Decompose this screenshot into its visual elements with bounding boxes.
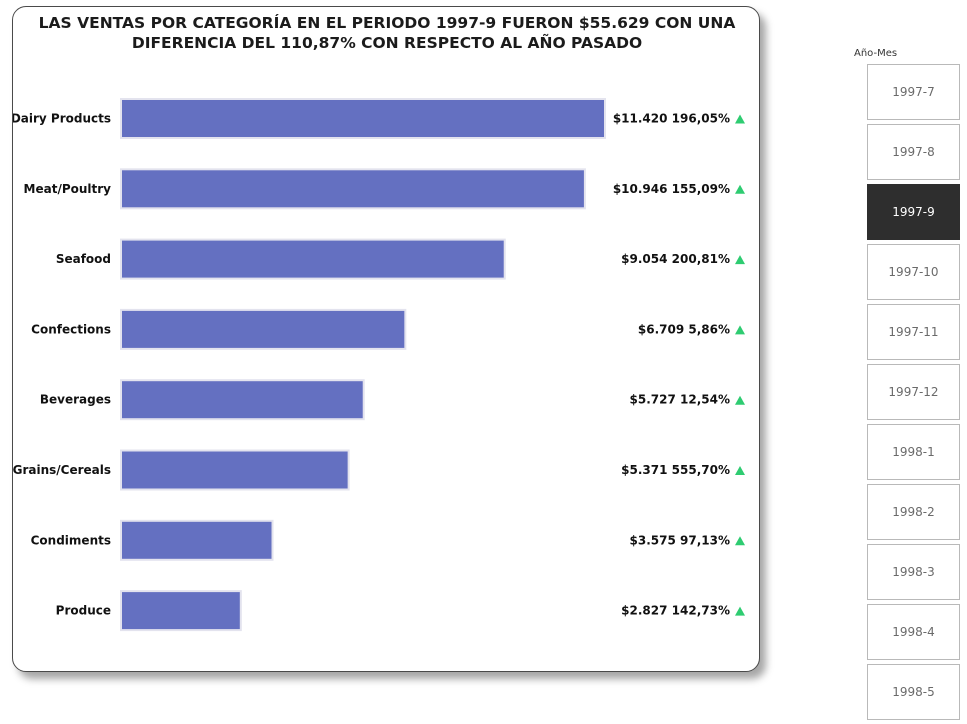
slicer-item[interactable]: 1997-9 xyxy=(867,184,960,240)
slicer-item[interactable]: 1998-5 xyxy=(867,664,960,720)
value-label: $5.727 12,54% xyxy=(630,393,730,407)
up-triangle-icon xyxy=(735,395,745,405)
up-triangle-icon xyxy=(735,114,745,124)
category-label: Produce xyxy=(56,604,111,618)
category-label: Seafood xyxy=(56,252,111,266)
up-triangle-icon xyxy=(735,466,745,475)
slicer-item[interactable]: 1998-1 xyxy=(867,424,960,480)
category-label: Grains/Cereals xyxy=(13,463,111,477)
value-label: $11.420 196,05% xyxy=(613,112,730,126)
slicer-item[interactable]: 1997-11 xyxy=(867,304,960,360)
up-triangle-icon xyxy=(735,606,745,616)
bar[interactable] xyxy=(120,308,407,350)
slicer-item[interactable]: 1998-3 xyxy=(867,544,960,600)
slicer-item[interactable]: 1997-8 xyxy=(867,124,960,180)
category-label: Dairy Products xyxy=(13,112,111,126)
up-triangle-icon xyxy=(735,255,745,265)
bar[interactable] xyxy=(120,590,242,632)
up-triangle-icon xyxy=(735,184,745,194)
category-label: Condiments xyxy=(31,533,111,547)
value-label: $5.371 555,70% xyxy=(621,463,730,477)
bar-chart: Dairy Products $11.420 196,05% Meat/Poultr… xyxy=(13,98,745,632)
slicer-item[interactable]: 1997-12 xyxy=(867,364,960,420)
value-label: $10.946 155,09% xyxy=(613,182,730,196)
category-label: Meat/Poultry xyxy=(24,182,112,196)
slicer-item[interactable]: 1997-10 xyxy=(867,244,960,300)
year-month-slicer: 1997-7 1997-8 1997-9 1997-10 1997-11 1997-12 1… xyxy=(867,64,960,724)
chart-card: LAS VENTAS POR CATEGORÍA EN EL PERIODO 1… xyxy=(12,6,760,672)
bar[interactable] xyxy=(120,379,365,421)
category-label: Confections xyxy=(31,322,111,336)
bar[interactable] xyxy=(120,98,606,139)
slicer-item[interactable]: 1997-7 xyxy=(867,64,960,120)
slicer-item[interactable]: 1998-2 xyxy=(867,484,960,540)
bar[interactable] xyxy=(120,519,274,561)
bar[interactable] xyxy=(120,238,506,280)
bar[interactable] xyxy=(120,168,586,210)
value-label: $9.054 200,81% xyxy=(621,252,730,266)
up-triangle-icon xyxy=(735,325,745,335)
slicer-title: Año-Mes xyxy=(854,48,898,59)
value-label: $6.709 5,86% xyxy=(638,322,730,336)
slicer-item[interactable]: 1998-4 xyxy=(867,604,960,660)
up-triangle-icon xyxy=(735,536,745,546)
bar[interactable] xyxy=(120,449,350,491)
value-label: $2.827 142,73% xyxy=(621,604,730,618)
value-label: $3.575 97,13% xyxy=(630,533,730,547)
category-label: Beverages xyxy=(40,393,111,407)
chart-title: LAS VENTAS POR CATEGORÍA EN EL PERIODO 1… xyxy=(38,14,736,52)
